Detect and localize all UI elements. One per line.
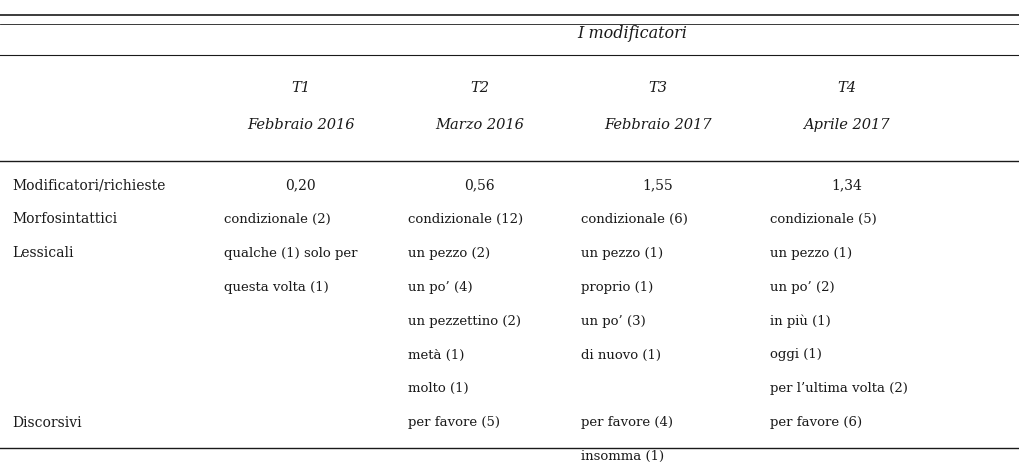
Text: condizionale (2): condizionale (2) bbox=[224, 213, 331, 225]
Text: T2: T2 bbox=[470, 81, 488, 95]
Text: proprio (1): proprio (1) bbox=[581, 280, 653, 293]
Text: molto (1): molto (1) bbox=[408, 382, 468, 394]
Text: un po’ (3): un po’ (3) bbox=[581, 314, 645, 327]
Text: un po’ (4): un po’ (4) bbox=[408, 280, 472, 293]
Text: un po’ (2): un po’ (2) bbox=[769, 280, 834, 293]
Text: un pezzo (2): un pezzo (2) bbox=[408, 246, 490, 259]
Text: di nuovo (1): di nuovo (1) bbox=[581, 348, 660, 361]
Text: qualche (1) solo per: qualche (1) solo per bbox=[224, 246, 358, 259]
Text: questa volta (1): questa volta (1) bbox=[224, 280, 329, 293]
Text: 0,56: 0,56 bbox=[464, 178, 494, 192]
Text: insomma (1): insomma (1) bbox=[581, 449, 663, 462]
Text: un pezzettino (2): un pezzettino (2) bbox=[408, 314, 521, 327]
Text: 1,34: 1,34 bbox=[830, 178, 861, 192]
Text: Aprile 2017: Aprile 2017 bbox=[803, 118, 889, 132]
Text: in più (1): in più (1) bbox=[769, 313, 830, 327]
Text: per favore (6): per favore (6) bbox=[769, 415, 861, 428]
Text: Febbraio 2016: Febbraio 2016 bbox=[247, 118, 355, 132]
Text: Morfosintattici: Morfosintattici bbox=[12, 212, 117, 226]
Text: 1,55: 1,55 bbox=[642, 178, 673, 192]
Text: I modificatori: I modificatori bbox=[577, 25, 687, 42]
Text: T1: T1 bbox=[291, 81, 310, 95]
Text: 0,20: 0,20 bbox=[285, 178, 316, 192]
Text: Discorsivi: Discorsivi bbox=[12, 415, 82, 429]
Text: condizionale (12): condizionale (12) bbox=[408, 213, 523, 225]
Text: oggi (1): oggi (1) bbox=[769, 348, 821, 361]
Text: per favore (4): per favore (4) bbox=[581, 415, 673, 428]
Text: metà (1): metà (1) bbox=[408, 348, 464, 361]
Text: per favore (5): per favore (5) bbox=[408, 415, 499, 428]
Text: Febbraio 2017: Febbraio 2017 bbox=[603, 118, 711, 132]
Text: Lessicali: Lessicali bbox=[12, 246, 73, 260]
Text: Modificatori/richieste: Modificatori/richieste bbox=[12, 178, 165, 192]
Text: T4: T4 bbox=[837, 81, 855, 95]
Text: condizionale (6): condizionale (6) bbox=[581, 213, 688, 225]
Text: condizionale (5): condizionale (5) bbox=[769, 213, 876, 225]
Text: T3: T3 bbox=[648, 81, 666, 95]
Text: un pezzo (1): un pezzo (1) bbox=[581, 246, 663, 259]
Text: Marzo 2016: Marzo 2016 bbox=[434, 118, 524, 132]
Text: un pezzo (1): un pezzo (1) bbox=[769, 246, 852, 259]
Text: per l’ultima volta (2): per l’ultima volta (2) bbox=[769, 382, 907, 394]
